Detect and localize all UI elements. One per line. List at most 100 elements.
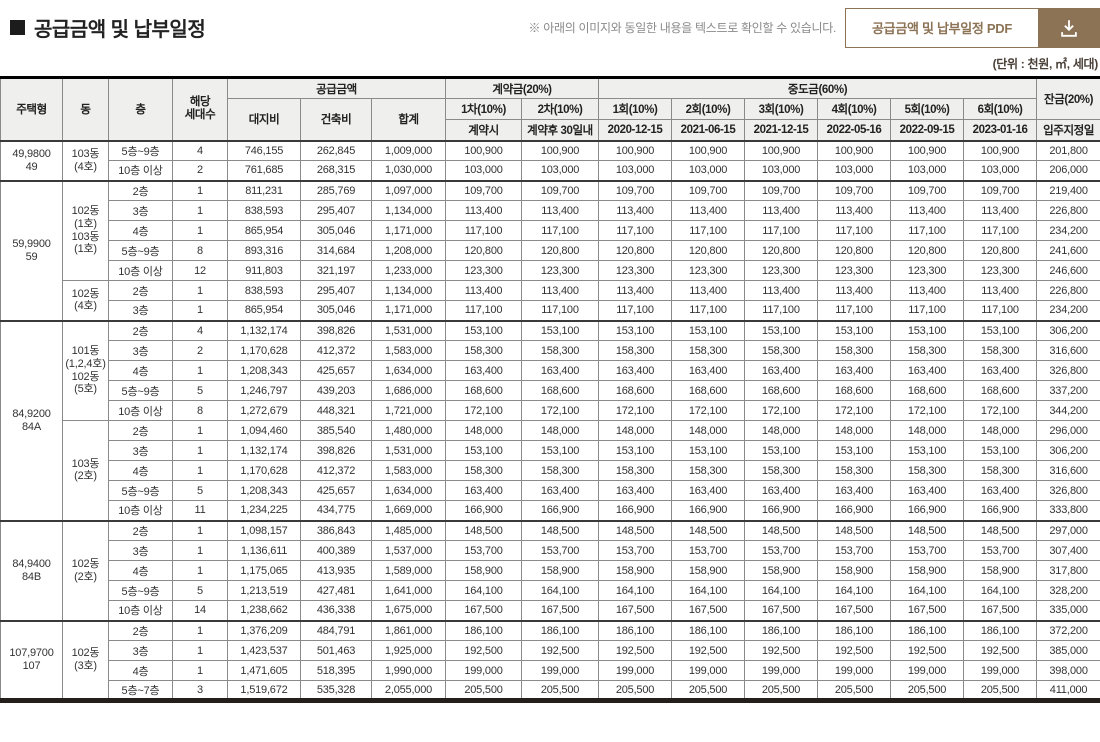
cell-units: 8 <box>172 240 228 261</box>
cell-build-cost: 305,046 <box>300 220 372 241</box>
table-row: 5층~9층 5 1,213,519 427,481 1,641,000 164,100 16… <box>1 580 1100 601</box>
cell-interim-3: 164,100 <box>744 580 818 601</box>
col-header-interim-2: 2회(10%) <box>671 98 745 120</box>
cell-build-cost: 413,935 <box>300 560 372 581</box>
cell-interim-6: 192,500 <box>962 640 1038 661</box>
cell-build-cost: 448,321 <box>300 400 372 421</box>
cell-deposit-1: 158,300 <box>445 460 522 481</box>
cell-interim-1: 163,400 <box>598 360 672 381</box>
cell-deposit-1: 109,700 <box>445 179 522 201</box>
cell-deposit-1: 113,400 <box>445 200 522 221</box>
cell-total: 1,531,000 <box>371 319 446 341</box>
cell-interim-2: 163,400 <box>671 480 745 501</box>
cell-deposit-2: 148,000 <box>521 420 599 441</box>
cell-build-cost: 268,315 <box>300 160 372 181</box>
cell-interim-5: 113,400 <box>890 280 964 301</box>
cell-interim-4: 100,900 <box>817 139 891 161</box>
cell-dong: 101동 (1,2,4호) 102동 (5호) <box>62 319 109 421</box>
cell-interim-2: 199,000 <box>671 660 745 681</box>
cell-floor: 4층 <box>108 560 173 581</box>
table-row: 4층 1 1,170,628 412,372 1,583,000 158,300 158,3… <box>1 460 1100 481</box>
cell-housing-type: 84,9200 84A <box>0 319 63 521</box>
cell-land-cost: 1,175,065 <box>227 560 301 581</box>
cell-land-cost: 893,316 <box>227 240 301 261</box>
col-subheader-date-6: 2023-01-16 <box>962 119 1038 141</box>
cell-balance: 344,200 <box>1036 400 1100 421</box>
cell-balance: 219,400 <box>1036 179 1100 201</box>
cell-interim-5: 148,000 <box>890 420 964 441</box>
cell-land-cost: 811,231 <box>227 179 301 201</box>
cell-interim-6: 123,300 <box>962 260 1038 281</box>
cell-interim-6: 163,400 <box>962 480 1038 501</box>
table-row: 84,9400 84B 102동 (2호) 2층 1 1,098,157 386,843 1… <box>0 519 1100 621</box>
cell-land-cost: 911,803 <box>227 260 301 281</box>
cell-units: 1 <box>172 619 228 641</box>
cell-interim-6: 163,400 <box>962 360 1038 381</box>
cell-interim-5: 109,700 <box>890 179 964 201</box>
cell-interim-2: 158,900 <box>671 560 745 581</box>
cell-deposit-1: 148,500 <box>445 519 522 541</box>
price-table-head: 주택형 동 층 해당 세대수 공급금액 계약금(20%) 중도금(60%) 잔금… <box>0 77 1100 141</box>
cell-interim-5: 186,100 <box>890 619 964 641</box>
cell-units: 3 <box>172 680 228 701</box>
table-row: 3층 1 1,423,537 501,463 1,925,000 192,500 192,5… <box>1 640 1100 661</box>
cell-deposit-2: 100,900 <box>521 139 599 161</box>
cell-interim-1: 117,100 <box>598 220 672 241</box>
cell-interim-5: 153,700 <box>890 540 964 561</box>
cell-dong: 103동 (2호) <box>62 420 109 521</box>
cell-land-cost: 1,423,537 <box>227 640 301 661</box>
cell-interim-4: 148,500 <box>817 519 891 541</box>
pdf-download-button[interactable]: 공급금액 및 납부일정 PDF <box>845 7 1100 48</box>
cell-interim-3: 148,500 <box>744 519 818 541</box>
col-group-interim: 중도금(60%) <box>597 77 1038 99</box>
cell-interim-4: 113,400 <box>817 200 891 221</box>
cell-floor: 3층 <box>108 540 173 561</box>
cell-deposit-1: 163,400 <box>445 480 522 501</box>
cell-deposit-2: 117,100 <box>521 300 599 321</box>
cell-dong: 103동 (4호) <box>62 139 109 181</box>
cell-land-cost: 1,471,605 <box>227 660 301 681</box>
cell-units: 1 <box>172 440 228 461</box>
cell-total: 1,686,000 <box>371 380 446 401</box>
cell-interim-2: 123,300 <box>671 260 745 281</box>
section-header: 공급금액 및 납부일정 ※ 아래의 이미지와 동일한 내용을 텍스트로 확인할 … <box>0 0 1100 48</box>
cell-deposit-1: 117,100 <box>445 220 522 241</box>
cell-build-cost: 501,463 <box>300 640 372 661</box>
cell-interim-2: 163,400 <box>671 360 745 381</box>
cell-balance: 306,200 <box>1036 319 1100 341</box>
cell-total: 1,233,000 <box>371 260 446 281</box>
cell-units: 1 <box>172 280 228 301</box>
cell-balance: 316,600 <box>1036 460 1100 481</box>
cell-interim-5: 164,100 <box>890 580 964 601</box>
cell-interim-4: 153,700 <box>817 540 891 561</box>
cell-interim-4: 117,100 <box>817 220 891 241</box>
cell-build-cost: 398,826 <box>300 440 372 461</box>
cell-deposit-1: 158,300 <box>445 340 522 361</box>
cell-interim-4: 153,100 <box>817 319 891 341</box>
cell-interim-3: 163,400 <box>744 360 818 381</box>
col-subheader-balance: 입주지정일 <box>1036 119 1100 141</box>
cell-deposit-1: 153,100 <box>445 440 522 461</box>
cell-interim-3: 120,800 <box>744 240 818 261</box>
cell-interim-5: 153,100 <box>890 440 964 461</box>
cell-interim-6: 120,800 <box>962 240 1038 261</box>
page-title: 공급금액 및 납부일정 <box>34 19 206 41</box>
cell-interim-4: 158,900 <box>817 560 891 581</box>
cell-interim-1: 164,100 <box>598 580 672 601</box>
cell-interim-4: 163,400 <box>817 360 891 381</box>
col-header-interim-4: 4회(10%) <box>817 98 891 120</box>
col-group-supply: 공급금액 <box>227 77 446 99</box>
cell-balance: 296,000 <box>1036 420 1100 441</box>
col-header-build: 건축비 <box>300 98 372 141</box>
cell-deposit-1: 168,600 <box>445 380 522 401</box>
cell-interim-1: 148,500 <box>598 519 672 541</box>
col-subheader-date-5: 2022-09-15 <box>890 119 964 141</box>
cell-deposit-1: 192,500 <box>445 640 522 661</box>
cell-interim-6: 158,900 <box>962 560 1038 581</box>
cell-interim-2: 117,100 <box>671 300 745 321</box>
cell-floor: 3층 <box>108 440 173 461</box>
cell-housing-type: 107,9700 107 <box>0 619 63 701</box>
cell-deposit-1: 163,400 <box>445 360 522 381</box>
cell-interim-3: 158,300 <box>744 460 818 481</box>
